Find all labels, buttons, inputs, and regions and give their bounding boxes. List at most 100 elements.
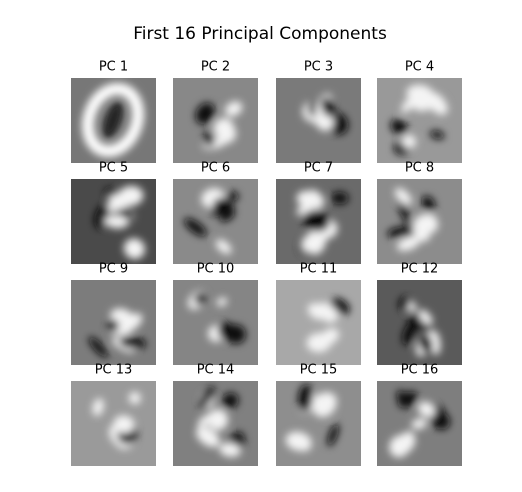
blob: [102, 101, 124, 139]
blob: [92, 398, 104, 416]
blob: [113, 415, 135, 434]
blob: [194, 292, 207, 305]
blob: [417, 401, 436, 418]
image-pattern: [92, 391, 141, 450]
component-image: [276, 78, 361, 163]
image-pattern: [296, 189, 349, 255]
component-image: [71, 78, 156, 163]
image-pattern: [386, 188, 439, 251]
blob: [386, 226, 413, 238]
blob: [106, 319, 120, 333]
blob: [425, 91, 448, 115]
blob: [219, 442, 241, 457]
blob: [421, 195, 436, 212]
component-image: [377, 179, 462, 264]
panel-label: PC 2: [201, 60, 230, 75]
component-image: [276, 280, 361, 365]
image-pattern: [94, 185, 145, 259]
component-image: [71, 179, 156, 264]
component-image: [173, 179, 258, 264]
blob: [306, 332, 332, 353]
blob: [123, 238, 145, 259]
component-image: [173, 280, 258, 365]
blob: [418, 309, 433, 325]
panel-label: PC 14: [197, 363, 235, 378]
image-pattern: [398, 296, 441, 357]
blob: [327, 423, 339, 447]
image-pattern: [184, 188, 239, 254]
blob: [402, 322, 417, 346]
panel-label: PC 12: [401, 262, 439, 277]
blob: [412, 214, 432, 239]
panel-label: PC 1: [99, 60, 128, 75]
blob: [118, 336, 147, 349]
panel-label: PC 15: [300, 363, 338, 378]
panel-label: PC 13: [95, 363, 133, 378]
image-pattern: [285, 384, 339, 452]
image-pattern: [187, 290, 246, 344]
panel-label: PC 16: [401, 363, 439, 378]
panel-label: PC 7: [304, 161, 333, 176]
blob: [195, 102, 215, 125]
blob: [128, 391, 141, 405]
blob: [213, 118, 235, 139]
blob: [396, 390, 409, 409]
image-background: [173, 78, 258, 163]
image-pattern: [390, 84, 448, 155]
figure-title: First 16 Principal Components: [133, 24, 387, 44]
component-image: [377, 78, 462, 163]
blob: [401, 134, 417, 149]
component-image: [276, 179, 361, 264]
image-background: [173, 280, 258, 365]
blob: [396, 235, 421, 251]
blob: [217, 321, 234, 340]
blob: [394, 188, 412, 205]
blob: [389, 435, 411, 458]
image-pattern: [302, 93, 349, 135]
component-image: [71, 381, 156, 466]
blob: [398, 198, 410, 224]
component-image: [377, 280, 462, 365]
panel-label: PC 6: [201, 161, 230, 176]
image-pattern: [389, 390, 450, 458]
component-image: [173, 78, 258, 163]
panel-label: PC 3: [304, 60, 333, 75]
component-image: [173, 381, 258, 466]
image-pattern: [306, 298, 350, 353]
blob: [226, 191, 239, 201]
blob: [316, 302, 338, 319]
component-image: [71, 280, 156, 365]
blob: [390, 119, 408, 135]
blob: [88, 336, 109, 358]
blob: [298, 384, 313, 412]
blob: [296, 198, 317, 216]
blob: [81, 82, 145, 158]
image-pattern: [195, 101, 243, 150]
blob: [196, 426, 220, 448]
panel-label: PC 5: [99, 161, 128, 176]
blob: [398, 296, 410, 311]
blob: [215, 239, 232, 254]
blob: [418, 332, 433, 354]
blob: [302, 209, 330, 232]
panel-label: PC 11: [300, 262, 338, 277]
image-pattern: [196, 386, 245, 457]
panel-label: PC 10: [197, 262, 235, 277]
blob: [216, 297, 228, 307]
image-pattern: [88, 308, 147, 358]
blob: [225, 101, 243, 117]
blob: [184, 218, 207, 237]
image-background: [276, 381, 361, 466]
panel-label: PC 9: [99, 262, 128, 277]
panel-label: PC 4: [405, 60, 434, 75]
blob: [301, 232, 323, 253]
blob: [108, 195, 119, 214]
blob: [219, 209, 236, 222]
blob: [401, 95, 416, 114]
blob: [199, 386, 215, 409]
blob: [298, 438, 312, 452]
blob: [312, 392, 337, 418]
panel-label: PC 8: [405, 161, 434, 176]
blob: [203, 131, 215, 147]
